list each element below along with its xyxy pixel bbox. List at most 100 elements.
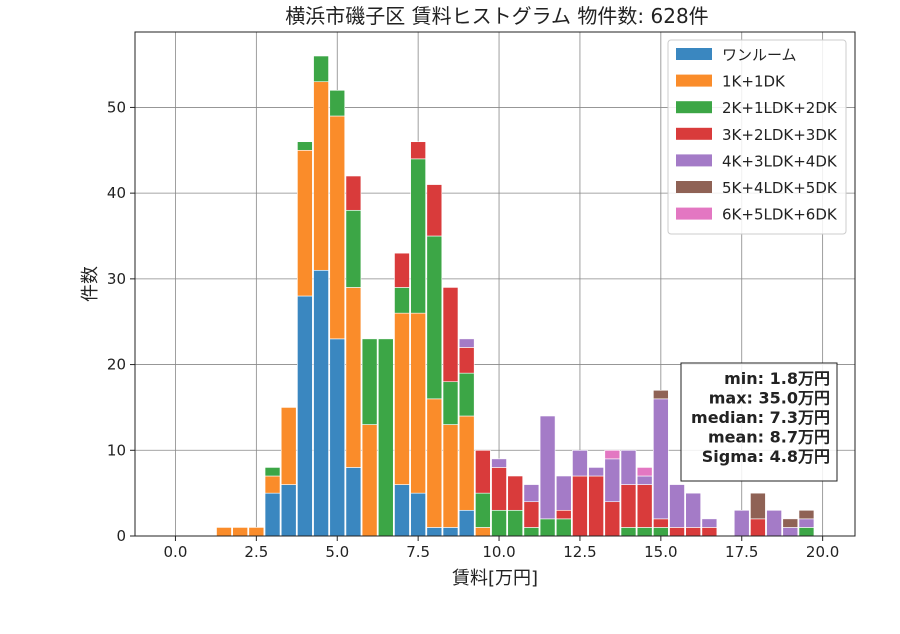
bar-segment bbox=[458, 338, 475, 348]
bar-segment bbox=[313, 55, 329, 83]
x-axis-label: 賃料[万円] bbox=[452, 568, 538, 589]
bar-segment bbox=[280, 407, 297, 485]
bar-segment bbox=[572, 449, 588, 477]
bar-segment bbox=[733, 509, 750, 537]
stats-frame bbox=[680, 362, 838, 482]
bar-segment bbox=[636, 484, 653, 528]
bar-segment bbox=[766, 509, 782, 537]
bar-segment bbox=[426, 527, 443, 537]
bar-segment bbox=[491, 467, 507, 511]
bar-segment bbox=[604, 501, 621, 537]
bar-segment bbox=[313, 81, 329, 271]
bar-segment bbox=[297, 295, 313, 537]
plot-frame bbox=[134, 31, 856, 537]
y-axis-label: 件数 bbox=[80, 266, 101, 302]
legend-entry: 6K+5LDK+6DK bbox=[722, 206, 838, 224]
x-tick-label: 10.0 bbox=[482, 543, 515, 561]
bar-segment bbox=[442, 287, 459, 383]
legend-entry: 4K+3LDK+4DK bbox=[722, 152, 838, 170]
bar-segment bbox=[458, 347, 475, 374]
bar-segment bbox=[750, 492, 766, 520]
legend-entry: ワンルーム bbox=[722, 46, 797, 64]
bar-segment bbox=[410, 141, 426, 160]
bar-segment bbox=[782, 518, 799, 528]
y-tick-label: 0 bbox=[116, 527, 126, 545]
bar-segment bbox=[653, 398, 669, 520]
bar-segment bbox=[442, 527, 459, 537]
legend-swatch bbox=[676, 207, 712, 220]
y-tick-label: 40 bbox=[107, 184, 126, 202]
x-tick-label: 12.5 bbox=[563, 543, 596, 561]
bar-segment bbox=[361, 338, 378, 425]
bar-segment bbox=[636, 475, 653, 485]
bar-segment bbox=[264, 492, 281, 537]
bar-segment bbox=[701, 527, 718, 537]
legend-swatch bbox=[676, 48, 712, 60]
bar-segment bbox=[248, 527, 265, 537]
bar-segment bbox=[523, 501, 540, 528]
bar-segment bbox=[572, 475, 588, 537]
bar-segment bbox=[798, 527, 815, 537]
bar-segment bbox=[555, 509, 572, 520]
y-tick-label: 50 bbox=[107, 98, 126, 116]
bar-segment bbox=[653, 389, 669, 400]
bar-segment bbox=[475, 527, 491, 537]
bar-segment bbox=[232, 527, 248, 537]
bar-segment bbox=[426, 184, 443, 237]
bar-segment bbox=[394, 312, 410, 485]
legend-swatch bbox=[676, 101, 712, 114]
bar-segment bbox=[588, 467, 604, 477]
bar-segment bbox=[636, 527, 653, 537]
bar-segment bbox=[394, 252, 410, 288]
bar-segment bbox=[507, 509, 524, 537]
legend-entry: 3K+2LDK+3DK bbox=[722, 126, 838, 144]
y-tick-label: 20 bbox=[107, 356, 126, 374]
x-tick-label: 2.5 bbox=[244, 543, 268, 561]
legend-swatch bbox=[676, 127, 712, 140]
bar-segment bbox=[264, 467, 281, 477]
bar-segment bbox=[361, 424, 378, 537]
legend-entry: 5K+4LDK+5DK bbox=[722, 179, 838, 197]
bar-segment bbox=[475, 492, 491, 528]
bar-segment bbox=[345, 287, 362, 468]
bar-segment bbox=[345, 467, 362, 537]
bar-segment bbox=[280, 484, 297, 537]
bar-segment bbox=[653, 518, 669, 528]
legend-swatch bbox=[676, 154, 712, 167]
bar-segment bbox=[458, 415, 475, 511]
bar-segment bbox=[669, 484, 685, 528]
bar-segment bbox=[685, 492, 701, 528]
bar-segment bbox=[750, 518, 766, 537]
bar-segment bbox=[523, 527, 540, 537]
x-tick-label: 20.0 bbox=[806, 543, 839, 561]
y-tick-label: 30 bbox=[107, 270, 126, 288]
bar-segment bbox=[539, 415, 556, 520]
bar-segment bbox=[604, 449, 621, 460]
legend-entry: 2K+1LDK+2DK bbox=[722, 99, 838, 117]
x-tick-label: 7.5 bbox=[406, 543, 430, 561]
bar-segment bbox=[539, 518, 556, 537]
bar-segment bbox=[798, 509, 815, 520]
stats-line: median: 7.3万円 bbox=[691, 408, 830, 427]
chart-title: 横浜市磯子区 賃料ヒストグラム 物件数: 628件 bbox=[285, 4, 708, 28]
bar-segment bbox=[329, 338, 346, 537]
y-axis-ticks: 0 10 20 30 40 50 bbox=[107, 98, 135, 545]
bar-segment bbox=[555, 518, 572, 537]
bar-segment bbox=[345, 175, 362, 211]
bar-segment bbox=[426, 235, 443, 400]
bar-segment bbox=[523, 484, 540, 503]
bar-segment bbox=[297, 149, 313, 297]
stats-line: min: 1.8万円 bbox=[724, 369, 830, 388]
bar-segment bbox=[620, 449, 637, 485]
bar-segment bbox=[394, 287, 410, 314]
x-tick-label: 0.0 bbox=[164, 543, 188, 561]
x-tick-label: 17.5 bbox=[725, 543, 758, 561]
bar-segment bbox=[475, 449, 491, 494]
bar-segment bbox=[653, 527, 669, 537]
legend-swatch bbox=[676, 74, 712, 87]
bar-segment bbox=[798, 518, 815, 528]
bar-segment bbox=[216, 527, 232, 537]
bar-segment bbox=[491, 509, 507, 537]
